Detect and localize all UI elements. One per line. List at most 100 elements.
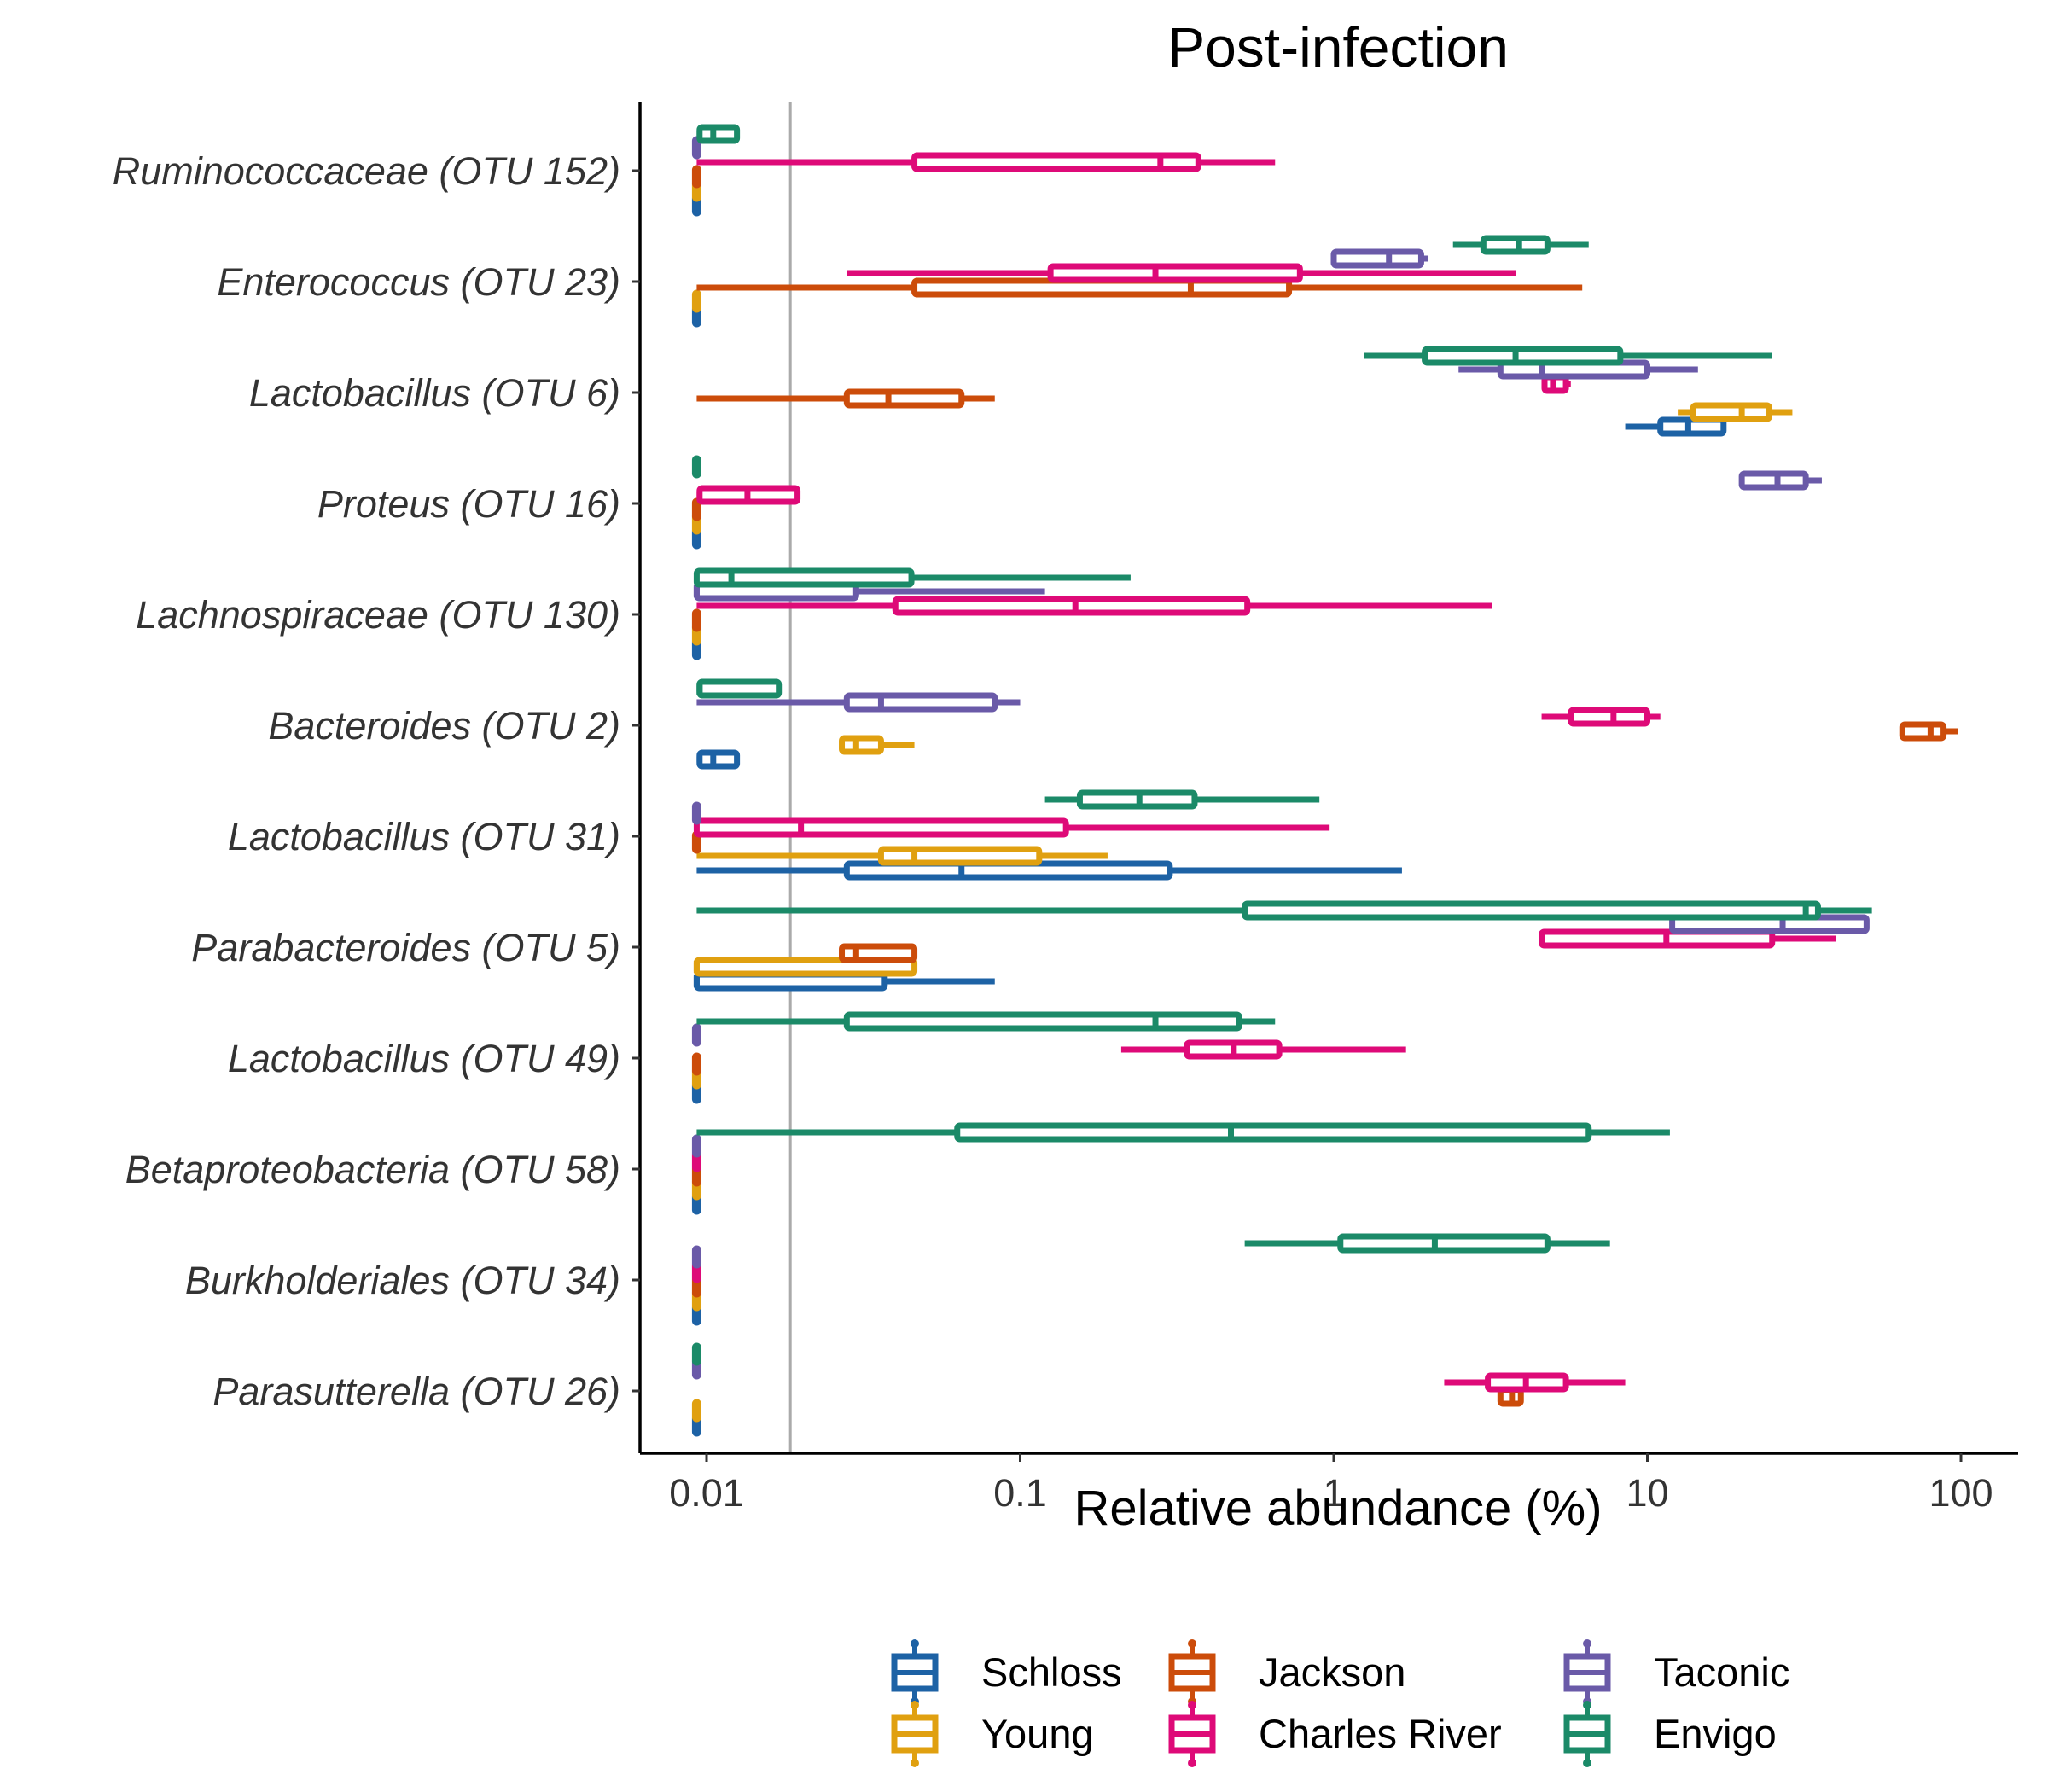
- category-label: Proteus (OTU 16): [317, 482, 620, 526]
- category-label: Bacteroides (OTU 2): [268, 704, 620, 748]
- x-axis-ticks: 0.01 0.1 1 10 100: [669, 1453, 1993, 1515]
- legend-label: Schloss: [981, 1649, 1122, 1695]
- box-young-5: [839, 735, 915, 755]
- category-label: Enterococcus (OTU 23): [217, 260, 620, 304]
- box-iqr: [696, 678, 783, 699]
- box-schloss-5: [696, 749, 741, 770]
- legend: Schloss Young Jackson Charles River Taconic E…: [891, 1639, 1789, 1767]
- box-iqr: [877, 846, 1043, 866]
- box-iqr: [1539, 928, 1776, 949]
- box-envigo-9: [696, 1122, 1670, 1143]
- box-iqr: [696, 749, 741, 770]
- category-label: Parasutterella (OTU 26): [212, 1370, 620, 1413]
- legend-item-schloss: Schloss: [891, 1639, 1122, 1706]
- x-tick-label: 10: [1626, 1471, 1668, 1515]
- box-iqr: [1899, 721, 1947, 742]
- box-iqr: [1422, 346, 1624, 366]
- box-jackson-2: [696, 388, 995, 409]
- box-charles-river-0: [696, 152, 1276, 172]
- category-label: Lactobacillus (OTU 6): [249, 371, 620, 415]
- legend-dot: [911, 1759, 919, 1767]
- x-tick-label: 100: [1929, 1471, 1993, 1515]
- legend-item-jackson: Jackson: [1168, 1639, 1405, 1706]
- x-tick-label: 1: [1323, 1471, 1344, 1515]
- box-iqr: [843, 1011, 1242, 1032]
- legend-item-envigo: Envigo: [1563, 1701, 1777, 1767]
- legend-dot: [1583, 1701, 1591, 1709]
- legend-dot: [1188, 1701, 1196, 1709]
- box-charles-river-8: [1120, 1039, 1406, 1060]
- legend-item-young: Young: [891, 1701, 1094, 1767]
- legend-dot: [1583, 1639, 1591, 1648]
- box-iqr: [839, 735, 884, 755]
- box-taconic-3: [1738, 470, 1822, 491]
- box-iqr: [1047, 263, 1303, 283]
- legend-dot: [911, 1701, 919, 1709]
- box-jackson-5: [1899, 721, 1958, 742]
- category-label: Lactobacillus (OTU 31): [228, 815, 620, 858]
- x-tick-label: 0.01: [669, 1471, 744, 1515]
- box-iqr: [843, 692, 998, 713]
- legend-dot: [911, 1639, 919, 1648]
- box-envigo-10: [1244, 1233, 1610, 1254]
- category-label: Parabacteroides (OTU 5): [191, 926, 620, 969]
- legend-dot: [1583, 1759, 1591, 1767]
- box-iqr: [1337, 1233, 1551, 1254]
- box-iqr: [1242, 900, 1821, 921]
- legend-label: Jackson: [1259, 1649, 1405, 1695]
- box-young-7: [693, 957, 918, 977]
- box-iqr: [693, 817, 1069, 838]
- box-iqr: [1738, 470, 1809, 491]
- box-envigo-7: [696, 900, 1872, 921]
- box-iqr: [843, 388, 965, 409]
- box-iqr: [1690, 402, 1773, 422]
- category-label: Burkholderiales (OTU 34): [185, 1259, 620, 1302]
- legend-label: Envigo: [1654, 1711, 1777, 1756]
- box-charles-river-1: [847, 263, 1516, 283]
- box-iqr: [954, 1122, 1592, 1143]
- box-envigo-5: [696, 678, 783, 699]
- box-charles-river-11: [1444, 1372, 1626, 1393]
- box-envigo-4: [693, 567, 1131, 588]
- legend-item-charles-river: Charles River: [1168, 1701, 1502, 1767]
- box-iqr: [911, 152, 1201, 172]
- box-charles-river-5: [1541, 707, 1661, 727]
- box-charles-river-6: [693, 817, 1330, 838]
- legend-label: Charles River: [1259, 1711, 1502, 1756]
- box-iqr: [1568, 707, 1651, 727]
- legend-label: Taconic: [1654, 1649, 1789, 1695]
- box-iqr: [693, 567, 915, 588]
- box-taconic-1: [1330, 248, 1428, 269]
- box-iqr: [892, 596, 1251, 616]
- box-iqr: [696, 124, 741, 144]
- box-schloss-6: [696, 860, 1402, 881]
- chart-title: Post-infection: [1167, 15, 1509, 79]
- box-young-2: [1678, 402, 1793, 422]
- category-label: Lachnospiraceae (OTU 130): [136, 593, 620, 637]
- legend-label: Young: [981, 1711, 1094, 1756]
- axes: [638, 102, 2018, 1455]
- box-charles-river-7: [1539, 928, 1836, 949]
- x-axis-title: Relative abundance (%): [1073, 1481, 1602, 1536]
- box-schloss-2: [1625, 416, 1727, 437]
- box-young-6: [696, 846, 1108, 866]
- box-envigo-2: [1364, 346, 1772, 366]
- box-jackson-7: [839, 943, 918, 963]
- category-label: Ruminococcaceae (OTU 152): [113, 149, 620, 193]
- category-label: Betaproteobacteria (OTU 58): [125, 1148, 620, 1191]
- box-envigo-0: [696, 124, 741, 144]
- box-iqr: [1330, 248, 1424, 269]
- box-taconic-2: [1458, 359, 1698, 380]
- box-charles-river-3: [696, 485, 801, 505]
- legend-item-taconic: Taconic: [1563, 1639, 1789, 1706]
- y-axis-labels: Ruminococcaceae (OTU 152) Enterococcus (O…: [113, 149, 640, 1413]
- legend-dot: [1188, 1759, 1196, 1767]
- box-charles-river-4: [696, 596, 1492, 616]
- x-tick-label: 0.1: [993, 1471, 1047, 1515]
- box-iqr: [1480, 235, 1551, 255]
- category-label: Lactobacillus (OTU 49): [228, 1037, 620, 1080]
- box-envigo-1: [1452, 235, 1589, 255]
- boxes-layer: [691, 124, 1958, 1437]
- box-iqr: [839, 943, 918, 963]
